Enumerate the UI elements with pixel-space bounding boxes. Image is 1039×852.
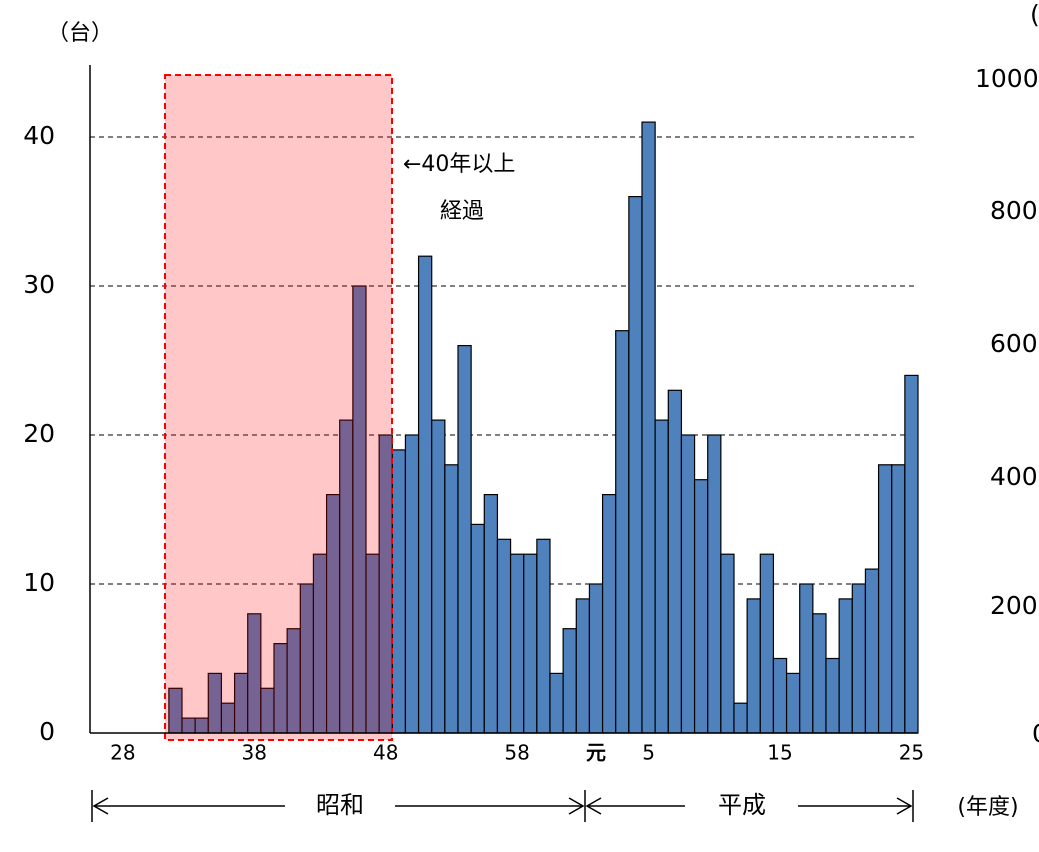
bar — [562, 628, 577, 734]
clipped-label: 0 — [1032, 719, 1039, 748]
bar — [470, 523, 485, 734]
bar — [693, 479, 709, 734]
bar — [483, 494, 499, 734]
annotation: ←40年以上 — [403, 152, 515, 177]
era-brackets — [91, 790, 914, 822]
bar — [628, 196, 643, 734]
bar — [431, 419, 446, 734]
bar — [667, 389, 683, 734]
bar — [588, 583, 604, 734]
bar — [641, 121, 656, 734]
bar — [785, 672, 801, 734]
x-tick-label: 25 — [899, 741, 924, 765]
bar — [549, 672, 564, 734]
bar — [536, 538, 551, 734]
clipped-label: ( — [1030, 0, 1039, 29]
y-tick-label: 0 — [39, 717, 55, 746]
bar — [838, 598, 853, 734]
x-tick-label: 元 — [586, 741, 606, 765]
era-label: 平成 — [718, 791, 766, 819]
bar — [417, 255, 433, 734]
clipped-label: 1000 — [975, 64, 1039, 93]
clipped-label: 400 — [990, 462, 1038, 491]
bar — [799, 583, 814, 734]
annotation: 経過 — [440, 199, 484, 224]
bars — [168, 121, 919, 734]
bar — [864, 568, 880, 734]
y-unit: （台） — [47, 21, 113, 46]
bar — [904, 374, 919, 734]
clipped-label: 200 — [990, 591, 1038, 620]
clipped-label: 600 — [990, 329, 1038, 358]
clipped-label: 800 — [990, 196, 1038, 225]
bar — [575, 598, 591, 734]
x-tick-label: 28 — [110, 741, 135, 765]
bar — [654, 419, 669, 734]
bar — [812, 613, 827, 734]
bar — [707, 434, 722, 734]
era-label: 昭和 — [316, 791, 364, 819]
bar — [720, 553, 735, 734]
y-tick-label: 10 — [23, 568, 55, 597]
bar — [759, 553, 775, 734]
bar — [891, 464, 906, 734]
y-tick-label: 20 — [23, 419, 55, 448]
bar — [877, 464, 893, 734]
x-tick-label: 48 — [373, 741, 398, 765]
bar — [825, 657, 840, 734]
bar — [391, 449, 407, 734]
bar — [772, 657, 788, 734]
bar — [746, 598, 761, 734]
highlight-region — [164, 74, 393, 741]
bar — [851, 583, 867, 734]
x-tick-label: 5 — [642, 741, 655, 765]
bar — [444, 464, 459, 734]
bar — [509, 553, 525, 734]
bar — [523, 553, 538, 734]
x-tick-label: 15 — [767, 741, 792, 765]
bar — [615, 330, 630, 734]
y-tick-label: 30 — [23, 270, 55, 299]
bar — [601, 494, 617, 734]
x-unit: (年度) — [957, 795, 1018, 820]
bar — [680, 434, 696, 734]
bar — [404, 434, 420, 734]
y-tick-label: 40 — [23, 121, 55, 150]
bar — [733, 702, 748, 734]
x-tick-label: 38 — [242, 741, 267, 765]
bar — [496, 538, 512, 734]
x-tick-label: 58 — [504, 741, 529, 765]
bar — [457, 345, 472, 734]
